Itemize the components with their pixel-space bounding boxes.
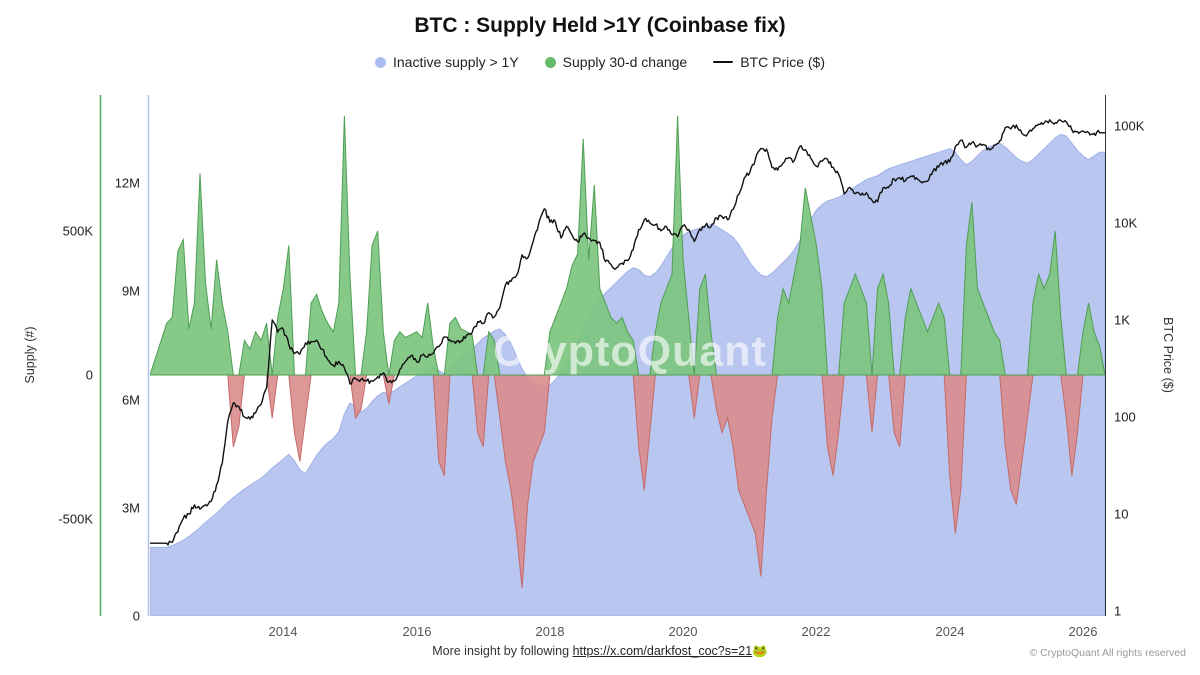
x-axis-tick-2022: 2022 [801, 624, 831, 639]
x-axis-tick-2014: 2014 [268, 624, 298, 639]
legend-item-inactive-supply[interactable]: Inactive supply > 1Y [374, 54, 519, 70]
legend-item-btc-price[interactable]: BTC Price ($) [713, 54, 825, 70]
legend-item-supply-change[interactable]: Supply 30-d change [544, 54, 688, 70]
btc-price-swatch-icon [713, 60, 734, 64]
price-axis-tick-1k: 1K [1114, 312, 1130, 328]
frog-emoji: 🐸 [752, 644, 768, 658]
change-axis-tick-500k: 500K [62, 223, 93, 239]
x-axis-tick-2024: 2024 [935, 624, 965, 639]
x-axis-tick-2020: 2020 [668, 624, 698, 639]
supply-axis-tick-3m: 3M [121, 500, 140, 516]
legend-label-inactive-supply: Inactive supply > 1Y [392, 54, 519, 70]
supply-axis-tick-9m: 9M [121, 283, 140, 299]
footer-note: More insight by following https://x.com/… [0, 644, 1200, 659]
price-axis-tick-100: 100 [1114, 409, 1136, 425]
copyright-text: © CryptoQuant All rights reserved [1029, 647, 1186, 659]
price-axis-tick-10: 10 [1114, 506, 1129, 522]
supply-change-swatch-icon [544, 56, 556, 68]
supply-axis-tick-6m: 6M [121, 392, 140, 408]
x-axis-tick-2026: 2026 [1068, 624, 1098, 639]
legend-label-btc-price: BTC Price ($) [740, 54, 826, 70]
supply-axis-tick-0: 0 [132, 608, 140, 624]
supply-change-positive-area [150, 115, 1105, 376]
footer-insight-link[interactable]: https://x.com/darkfost_coc?s=21 [572, 644, 753, 658]
change-axis-tick-0: 0 [85, 367, 93, 383]
price-axis-tick-100k: 100K [1114, 118, 1145, 134]
change-axis-tick-neg500k: -500K [58, 511, 93, 527]
footer-insight-prefix: More insight by following [432, 644, 573, 658]
legend: Inactive supply > 1Y Supply 30-d change … [0, 54, 1200, 70]
price-axis-tick-10k: 10K [1114, 215, 1138, 231]
price-axis-tick-1: 1 [1114, 603, 1122, 619]
inactive-supply-swatch-icon [374, 56, 386, 68]
btc-price-line [150, 119, 1105, 546]
supply-axis-tick-12m: 12M [114, 175, 140, 191]
legend-label-supply-change: Supply 30-d change [562, 54, 688, 70]
x-axis-tick-2018: 2018 [535, 624, 565, 639]
x-axis-tick-2016: 2016 [402, 624, 432, 639]
page-title: BTC : Supply Held >1Y (Coinbase fix) [414, 14, 786, 37]
